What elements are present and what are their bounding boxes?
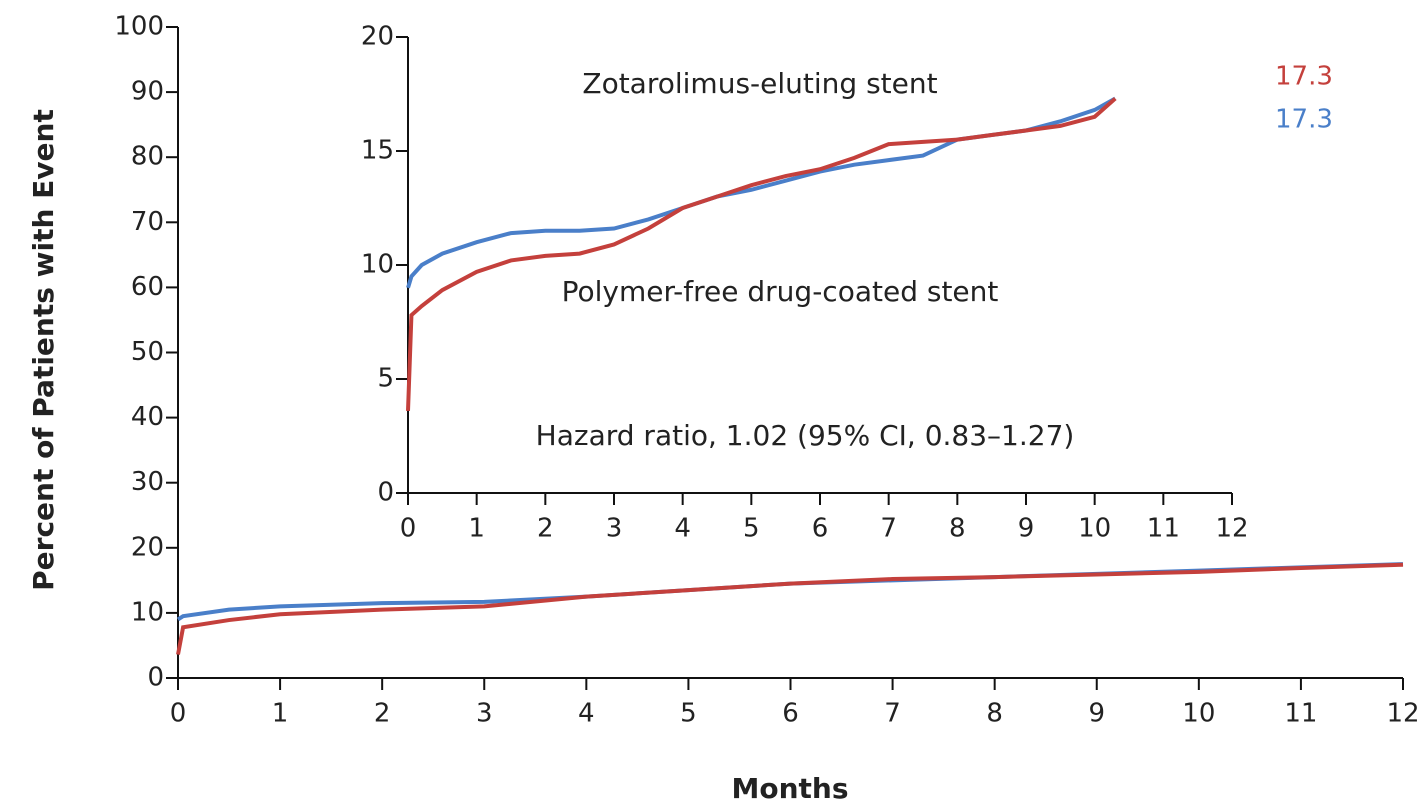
x-tick-label: 0	[400, 514, 417, 544]
x-tick-label: 9	[1088, 699, 1105, 729]
y-axis-title: Percent of Patients with Event	[27, 109, 60, 591]
y-tick-label: 20	[361, 22, 394, 52]
km-curve	[406, 97, 1117, 411]
x-tick-label: 1	[272, 699, 289, 729]
final-value-label: 17.3	[1275, 62, 1333, 92]
x-tick-label: 0	[170, 699, 187, 729]
y-tick-label: 20	[131, 532, 164, 562]
x-axis-title: Months	[731, 772, 848, 805]
x-tick-label: 12	[1215, 514, 1248, 544]
y-tick-label: 100	[114, 12, 164, 42]
x-tick-label: 12	[1386, 699, 1419, 729]
y-tick-label: 30	[131, 467, 164, 497]
y-tick-label: 40	[131, 402, 164, 432]
x-tick-label: 4	[578, 699, 595, 729]
x-tick-label: 1	[468, 514, 485, 544]
y-tick-label: 80	[131, 142, 164, 172]
x-tick-label: 5	[743, 514, 760, 544]
x-tick-label: 11	[1147, 514, 1180, 544]
x-tick-label: 2	[537, 514, 554, 544]
y-tick-label: 50	[131, 337, 164, 367]
x-tick-label: 3	[606, 514, 623, 544]
x-tick-label: 5	[680, 699, 697, 729]
final-value-label: 17.3	[1275, 105, 1333, 135]
y-tick-label: 15	[361, 136, 394, 166]
x-tick-label: 10	[1182, 699, 1215, 729]
y-tick-label: 10	[131, 597, 164, 627]
x-tick-label: 2	[374, 699, 391, 729]
series-label: Polymer-free drug-coated stent	[562, 275, 999, 308]
x-tick-label: 7	[884, 699, 901, 729]
x-tick-label: 9	[1018, 514, 1035, 544]
x-tick-label: 4	[674, 514, 691, 544]
x-tick-label: 6	[812, 514, 829, 544]
y-tick-label: 60	[131, 272, 164, 302]
annotation: Hazard ratio, 1.02 (95% CI, 0.83–1.27)	[536, 419, 1075, 452]
y-tick-label: 70	[131, 207, 164, 237]
km-curve	[176, 562, 1404, 655]
y-tick-label: 0	[377, 478, 394, 508]
x-tick-label: 11	[1284, 699, 1317, 729]
x-tick-label: 7	[880, 514, 897, 544]
series-label: Zotarolimus-eluting stent	[582, 67, 937, 100]
x-tick-label: 3	[476, 699, 493, 729]
x-tick-label: 8	[949, 514, 966, 544]
y-tick-label: 90	[131, 77, 164, 107]
y-tick-label: 0	[147, 663, 164, 693]
y-tick-label: 10	[361, 250, 394, 280]
y-tick-label: 5	[377, 364, 394, 394]
x-tick-label: 8	[986, 699, 1003, 729]
x-tick-label: 10	[1078, 514, 1111, 544]
x-tick-label: 6	[782, 699, 799, 729]
